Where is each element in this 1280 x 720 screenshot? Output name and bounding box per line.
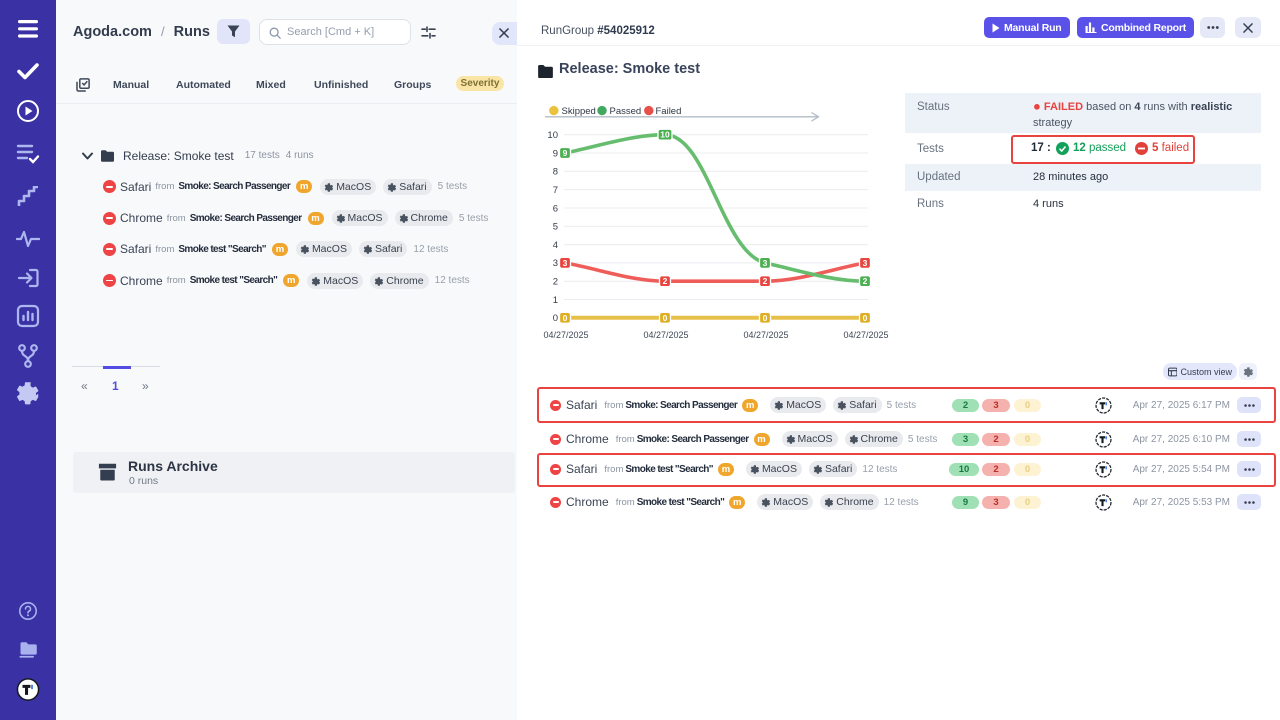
- svg-text:0: 0: [863, 313, 868, 323]
- svg-text:0: 0: [553, 313, 558, 324]
- svg-text:3: 3: [763, 258, 768, 268]
- svg-text:3: 3: [553, 258, 558, 269]
- svg-text:5: 5: [553, 222, 558, 233]
- svg-text:0: 0: [663, 313, 668, 323]
- svg-text:04/27/2025: 04/27/2025: [543, 330, 588, 340]
- svg-text:3: 3: [563, 258, 568, 268]
- svg-text:Skipped: Skipped: [562, 106, 596, 117]
- svg-text:0: 0: [563, 313, 568, 323]
- svg-text:Passed: Passed: [610, 106, 642, 117]
- svg-text:04/27/2025: 04/27/2025: [743, 330, 788, 340]
- svg-text:2: 2: [663, 276, 668, 286]
- svg-text:8: 8: [553, 167, 558, 178]
- svg-text:2: 2: [553, 277, 558, 288]
- svg-text:0: 0: [763, 313, 768, 323]
- svg-text:10: 10: [547, 130, 558, 141]
- svg-text:6: 6: [553, 203, 558, 214]
- svg-text:2: 2: [763, 276, 768, 286]
- svg-text:04/27/2025: 04/27/2025: [643, 330, 688, 340]
- svg-text:9: 9: [553, 148, 558, 159]
- svg-text:9: 9: [563, 148, 568, 158]
- svg-text:04/27/2025: 04/27/2025: [843, 330, 888, 340]
- svg-text:3: 3: [863, 258, 868, 268]
- svg-text:4: 4: [553, 240, 558, 251]
- svg-text:7: 7: [553, 185, 558, 196]
- svg-text:1: 1: [553, 295, 558, 306]
- svg-text:10: 10: [660, 130, 670, 140]
- svg-text:2: 2: [863, 276, 868, 286]
- svg-text:Failed: Failed: [656, 106, 682, 117]
